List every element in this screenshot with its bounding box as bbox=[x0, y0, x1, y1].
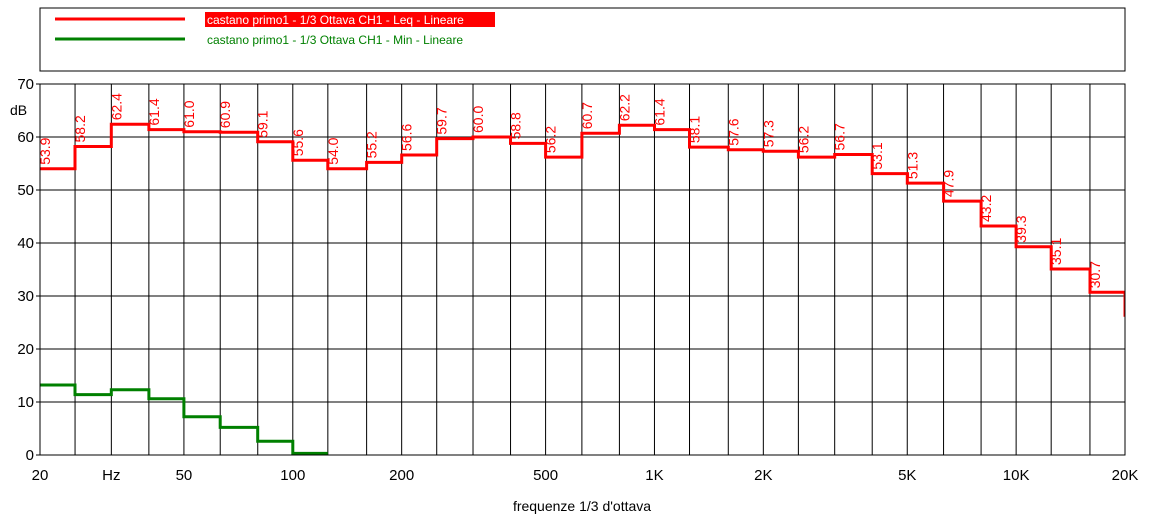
data-label: 55.6 bbox=[290, 129, 306, 156]
data-label: 58.2 bbox=[72, 115, 88, 142]
y-tick-label: 30 bbox=[17, 288, 34, 305]
x-tick-label: 20 bbox=[32, 467, 49, 484]
data-label: 56.2 bbox=[543, 126, 559, 153]
data-label: 35.1 bbox=[1048, 238, 1064, 265]
y-axis-label: dB bbox=[10, 102, 27, 118]
data-label: 57.3 bbox=[760, 120, 776, 147]
y-tick-label: 60 bbox=[17, 129, 34, 146]
x-tick-label: 500 bbox=[533, 467, 558, 484]
data-label: 56.7 bbox=[832, 123, 848, 150]
data-label: 39.3 bbox=[1013, 215, 1029, 242]
x-tick-label: 100 bbox=[280, 467, 305, 484]
legend-label-leq: castano primo1 - 1/3 Ottava CH1 - Leq - … bbox=[207, 13, 464, 27]
data-label: 54.0 bbox=[325, 137, 341, 164]
x-tick-label: 200 bbox=[389, 467, 414, 484]
data-label: 61.0 bbox=[181, 100, 197, 127]
y-tick-label: 40 bbox=[17, 235, 34, 252]
x-tick-labels: 20 Hz 50 100 200 500 1K 2K 5K 10K 20K bbox=[32, 467, 1139, 484]
x-tick-label: 5K bbox=[898, 467, 916, 484]
x-axis-label: frequenze 1/3 d'ottava bbox=[513, 498, 651, 514]
data-label: 56.6 bbox=[399, 124, 415, 151]
data-label: 62.4 bbox=[108, 93, 124, 120]
data-label: 47.9 bbox=[941, 170, 957, 197]
series-line-leq bbox=[40, 122, 1125, 317]
x-tick-label: 10K bbox=[1003, 467, 1030, 484]
y-tick-label: 10 bbox=[17, 394, 34, 411]
plot-frame bbox=[39, 83, 1126, 456]
data-label: 59.1 bbox=[255, 110, 271, 137]
data-label: 62.2 bbox=[616, 94, 632, 121]
data-label: 60.7 bbox=[579, 102, 595, 129]
data-label: 58.8 bbox=[508, 112, 524, 139]
data-label: 60.9 bbox=[217, 101, 233, 128]
data-label: 43.2 bbox=[978, 195, 994, 222]
data-label: 55.2 bbox=[364, 131, 380, 158]
series-line-min bbox=[40, 383, 328, 455]
data-label: 53.9 bbox=[37, 137, 53, 164]
legend: castano primo1 - 1/3 Ottava CH1 - Leq - … bbox=[39, 7, 1126, 72]
series-lines bbox=[40, 122, 1125, 455]
y-tick-label: 50 bbox=[17, 182, 34, 199]
data-label: 30.7 bbox=[1087, 261, 1103, 288]
data-label: 56.2 bbox=[795, 126, 811, 153]
legend-label-min: castano primo1 - 1/3 Ottava CH1 - Min - … bbox=[207, 33, 463, 47]
data-label: 58.1 bbox=[687, 116, 703, 143]
y-tick-labels: 0 10 20 30 40 50 60 70 bbox=[17, 76, 40, 464]
legend-highlight-leq bbox=[205, 12, 495, 27]
x-tick-label: 50 bbox=[176, 467, 193, 484]
x-tick-label: 20K bbox=[1112, 467, 1139, 484]
data-label: 53.1 bbox=[869, 142, 885, 169]
data-label: 59.7 bbox=[434, 107, 450, 134]
y-tick-label: 20 bbox=[17, 341, 34, 358]
data-label: 61.4 bbox=[652, 98, 668, 125]
y-tick-label: 0 bbox=[26, 447, 34, 464]
data-label: 26.1 bbox=[1122, 285, 1138, 312]
x-tick-label: Hz bbox=[102, 467, 120, 484]
legend-frame bbox=[39, 7, 1126, 72]
data-label: 61.4 bbox=[146, 98, 162, 125]
data-label: 60.0 bbox=[470, 106, 486, 133]
data-labels: 53.9 58.2 62.4 61.4 61.0 60.9 59.1 55.6 54.0 55.2… bbox=[37, 93, 1138, 313]
x-tick-label: 2K bbox=[754, 467, 772, 484]
y-tick-label: 70 bbox=[17, 76, 34, 93]
data-label: 57.6 bbox=[725, 118, 741, 145]
data-label: 51.3 bbox=[904, 152, 920, 179]
x-tick-label: 1K bbox=[645, 467, 663, 484]
